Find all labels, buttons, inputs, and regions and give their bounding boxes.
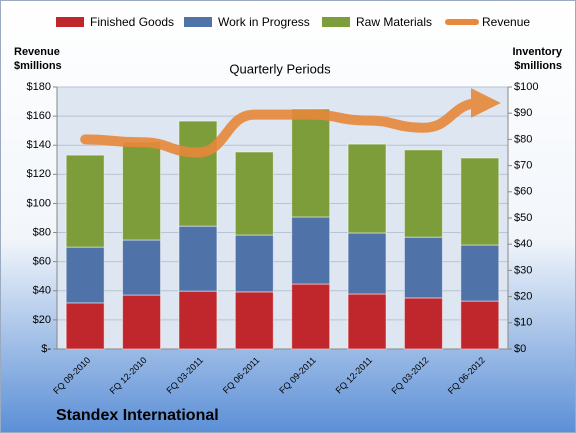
bar-segment [347,143,387,234]
y-tick-label: $120 [27,168,51,180]
y-tick-label: $180 [27,81,51,93]
y-axis-label: $millions [14,60,62,72]
legend-label: Revenue [482,15,530,29]
y-tick-label: $20 [33,314,51,326]
y-tick-label: $60 [33,256,51,268]
bar-segment [403,297,443,350]
revenue-line [80,88,501,158]
y2-tick-label: $90 [514,107,532,119]
footer: Standex International [56,407,219,424]
y-tick-label: $- [41,343,51,355]
bar-segment [291,283,331,350]
bar-segment [178,290,218,350]
bar-segment [122,239,162,296]
y2-tick-label: $40 [514,238,532,250]
y2-tick-label: $50 [514,212,532,224]
chart-title: Quarterly Periods [229,61,331,76]
legend-swatch [56,17,84,27]
bar-segment [65,246,105,304]
y2-tick-label: $20 [514,291,532,303]
bar-segment [460,300,500,350]
bar-segment [234,234,274,293]
y-axis-label: Revenue [14,46,60,58]
y-tick-label: $140 [27,139,51,151]
bar-segment [347,293,387,350]
y2-tick-label: $60 [514,186,532,198]
y-tick-label: $160 [27,110,51,122]
legend-label: Raw Materials [356,15,432,29]
bar-segment [234,151,274,236]
bar-segment [460,157,500,246]
bar-segment [291,108,331,218]
y-tick-label: $100 [27,197,51,209]
bar-segment [178,120,218,227]
legend-label: Work in Progress [218,15,310,29]
y2-tick-label: $100 [514,81,538,93]
bar-segment [403,236,443,299]
y-tick-label: $40 [33,285,51,297]
legend-swatch [322,17,350,27]
bar-segment [403,149,443,238]
bar-segment [65,154,105,248]
bar-segment [291,216,331,285]
y2-tick-label: $70 [514,160,532,172]
bar-segment [178,225,218,292]
y2-tick-label: $10 [514,317,532,329]
y2-tick-label: $0 [514,343,526,355]
bar-segment [122,141,162,241]
bar-segment [347,232,387,295]
y2-axis-label: $millions [514,60,562,72]
legend-swatch [184,17,212,27]
y2-tick-label: $30 [514,264,532,276]
legend-label: Finished Goods [90,15,174,29]
y-tick-label: $80 [33,226,51,238]
y2-axis-label: Inventory [512,46,562,58]
bar-segment [122,294,162,350]
y2-tick-label: $80 [514,133,532,145]
bar-segment [234,291,274,350]
bar-segment [460,244,500,302]
bar-segment [65,302,105,350]
